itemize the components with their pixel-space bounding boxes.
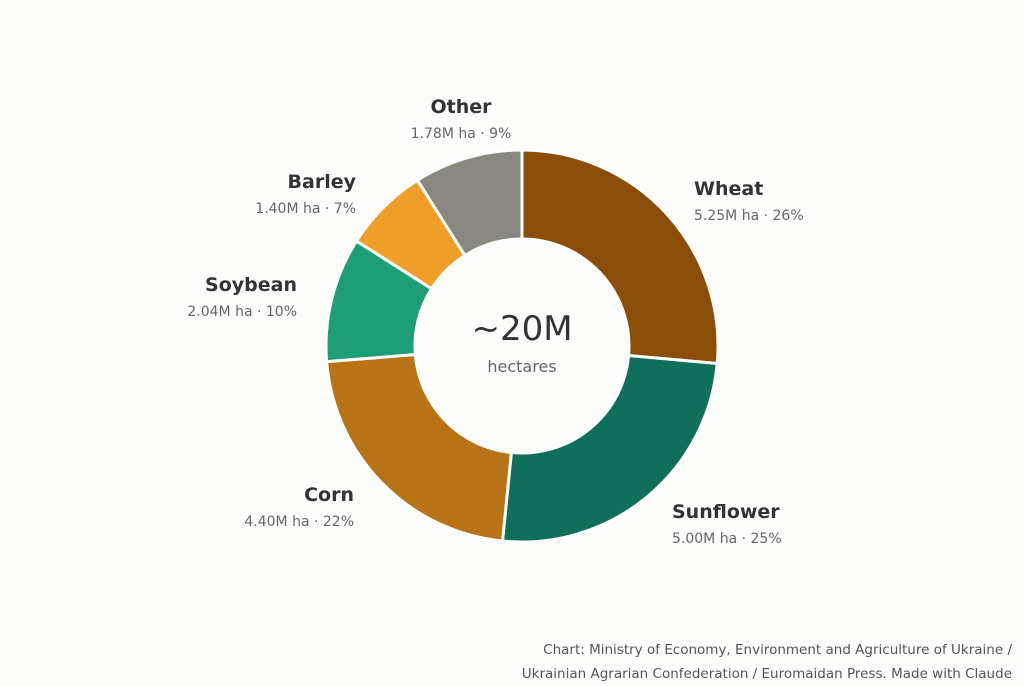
label-name-wheat: Wheat <box>694 178 763 200</box>
label-value-wheat: 5.25M ha · 26% <box>694 208 804 224</box>
slice-other <box>415 148 524 258</box>
source-line-1: Chart: Ministry of Economy, Environment … <box>543 642 1012 658</box>
source-credit: Chart: Ministry of Economy, Environment … <box>412 638 1012 686</box>
label-name-corn: Corn <box>304 484 354 506</box>
donut-chart: Wheat 5.25M ha · 26% Sunflower 5.00M ha · 2… <box>187 96 803 547</box>
center-total: ~20M <box>471 309 572 349</box>
label-name-barley: Barley <box>288 171 357 193</box>
label-value-soybean: 2.04M ha · 10% <box>187 304 297 320</box>
slice-corn <box>325 353 513 543</box>
slices-group <box>324 148 720 544</box>
source-line-2: Ukrainian Agrarian Confederation / Eurom… <box>521 666 1012 682</box>
label-name-sunflower: Sunflower <box>672 501 780 523</box>
slice-sunflower <box>501 354 719 544</box>
label-value-sunflower: 5.00M ha · 25% <box>672 531 782 547</box>
label-value-other: 1.78M ha · 9% <box>411 126 512 142</box>
label-name-other: Other <box>430 96 492 118</box>
labels-group: Wheat 5.25M ha · 26% Sunflower 5.00M ha · 2… <box>187 96 803 547</box>
center-unit: hectares <box>487 357 556 376</box>
slice-wheat <box>520 148 720 365</box>
label-value-corn: 4.40M ha · 22% <box>244 514 354 530</box>
label-name-soybean: Soybean <box>205 274 297 296</box>
label-value-barley: 1.40M ha · 7% <box>255 201 356 217</box>
